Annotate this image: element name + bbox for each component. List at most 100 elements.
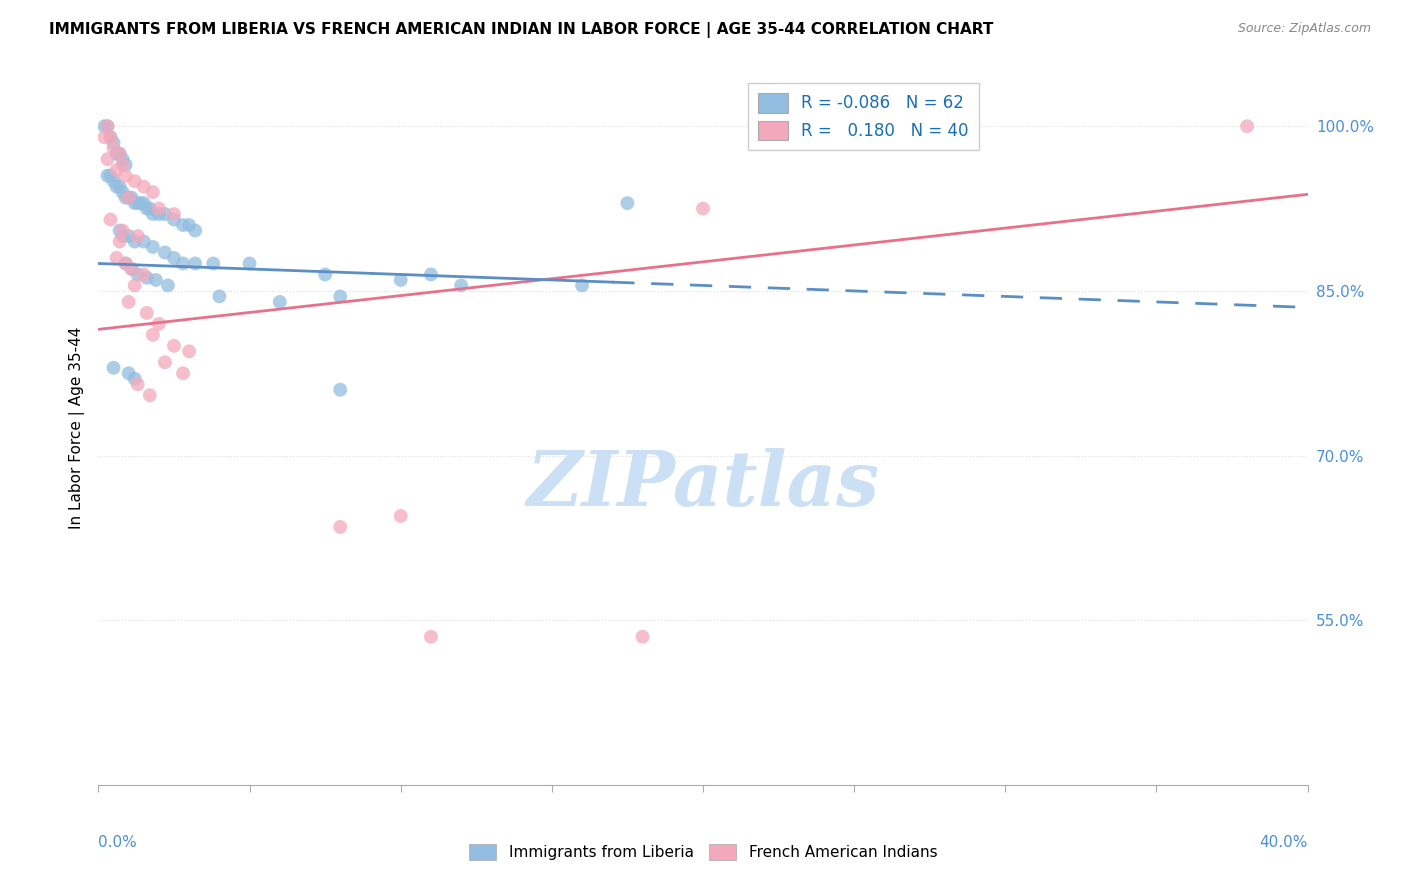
Point bbox=[692, 202, 714, 216]
Point bbox=[148, 202, 170, 216]
Point bbox=[148, 317, 170, 331]
Point bbox=[114, 256, 136, 270]
Text: 40.0%: 40.0% bbox=[1260, 835, 1308, 850]
Point bbox=[111, 185, 134, 199]
Point bbox=[329, 520, 352, 534]
Point bbox=[124, 372, 146, 386]
Point bbox=[142, 207, 165, 221]
Point bbox=[108, 223, 131, 237]
Point bbox=[127, 268, 149, 282]
Point bbox=[118, 229, 141, 244]
Point bbox=[132, 235, 155, 249]
Point bbox=[184, 256, 207, 270]
Point bbox=[103, 141, 125, 155]
Point bbox=[179, 344, 201, 359]
Point bbox=[420, 268, 443, 282]
Point bbox=[132, 196, 155, 211]
Point bbox=[202, 256, 225, 270]
Point bbox=[127, 229, 149, 244]
Point bbox=[108, 179, 131, 194]
Point bbox=[145, 273, 167, 287]
Point bbox=[153, 207, 176, 221]
Point bbox=[142, 240, 165, 254]
Point bbox=[108, 235, 131, 249]
Point bbox=[179, 218, 201, 232]
Point bbox=[148, 207, 170, 221]
Point bbox=[93, 130, 115, 145]
Point bbox=[100, 130, 122, 145]
Point bbox=[121, 191, 143, 205]
Point bbox=[121, 262, 143, 277]
Point bbox=[616, 196, 638, 211]
Point bbox=[163, 212, 186, 227]
Point bbox=[103, 136, 125, 150]
Point bbox=[135, 306, 157, 320]
Point bbox=[389, 273, 412, 287]
Point bbox=[129, 196, 152, 211]
Point bbox=[111, 152, 134, 166]
Point bbox=[124, 174, 146, 188]
Point bbox=[96, 169, 118, 183]
Point bbox=[269, 294, 291, 309]
Point bbox=[1236, 120, 1258, 134]
Point bbox=[208, 289, 231, 303]
Legend: Immigrants from Liberia, French American Indians: Immigrants from Liberia, French American… bbox=[463, 838, 943, 866]
Point bbox=[111, 223, 134, 237]
Point bbox=[239, 256, 262, 270]
Point bbox=[132, 268, 155, 282]
Point bbox=[93, 120, 115, 134]
Point bbox=[105, 163, 128, 178]
Point bbox=[105, 146, 128, 161]
Point bbox=[114, 158, 136, 172]
Point bbox=[127, 196, 149, 211]
Point bbox=[100, 169, 122, 183]
Point bbox=[114, 191, 136, 205]
Point bbox=[96, 152, 118, 166]
Point bbox=[142, 185, 165, 199]
Point bbox=[111, 229, 134, 244]
Point bbox=[103, 174, 125, 188]
Point bbox=[96, 120, 118, 134]
Point bbox=[96, 120, 118, 134]
Point bbox=[420, 630, 443, 644]
Point bbox=[153, 355, 176, 369]
Point bbox=[132, 179, 155, 194]
Point bbox=[329, 383, 352, 397]
Point bbox=[114, 256, 136, 270]
Legend: R = -0.086   N = 62, R =   0.180   N = 40: R = -0.086 N = 62, R = 0.180 N = 40 bbox=[748, 83, 979, 150]
Point bbox=[450, 278, 472, 293]
Point bbox=[314, 268, 336, 282]
Point bbox=[172, 256, 194, 270]
Point bbox=[139, 388, 162, 402]
Text: Source: ZipAtlas.com: Source: ZipAtlas.com bbox=[1237, 22, 1371, 36]
Point bbox=[114, 169, 136, 183]
Point bbox=[156, 278, 179, 293]
Point bbox=[127, 377, 149, 392]
Point bbox=[163, 207, 186, 221]
Point bbox=[153, 245, 176, 260]
Point bbox=[172, 218, 194, 232]
Point bbox=[108, 146, 131, 161]
Point bbox=[631, 630, 654, 644]
Point bbox=[139, 202, 162, 216]
Text: 0.0%: 0.0% bbox=[98, 835, 138, 850]
Point bbox=[121, 262, 143, 277]
Text: IMMIGRANTS FROM LIBERIA VS FRENCH AMERICAN INDIAN IN LABOR FORCE | AGE 35-44 COR: IMMIGRANTS FROM LIBERIA VS FRENCH AMERIC… bbox=[49, 22, 994, 38]
Point bbox=[118, 191, 141, 205]
Point bbox=[100, 212, 122, 227]
Point bbox=[329, 289, 352, 303]
Point bbox=[389, 508, 412, 523]
Point bbox=[135, 270, 157, 285]
Point bbox=[124, 278, 146, 293]
Point bbox=[124, 196, 146, 211]
Point bbox=[100, 130, 122, 145]
Point bbox=[142, 327, 165, 342]
Point bbox=[103, 360, 125, 375]
Point bbox=[135, 202, 157, 216]
Point bbox=[172, 366, 194, 380]
Point bbox=[571, 278, 593, 293]
Y-axis label: In Labor Force | Age 35-44: In Labor Force | Age 35-44 bbox=[69, 327, 84, 529]
Point bbox=[108, 146, 131, 161]
Point bbox=[105, 179, 128, 194]
Point bbox=[111, 158, 134, 172]
